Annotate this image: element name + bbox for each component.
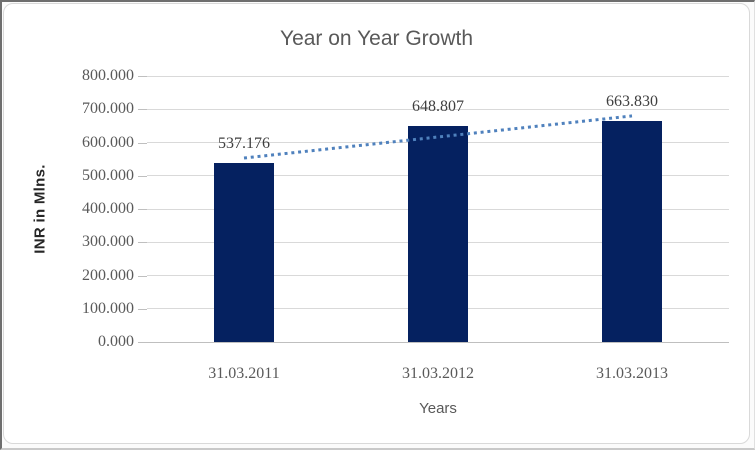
y-tick-mark (138, 308, 147, 310)
y-tick-label: 500.000 (82, 166, 134, 184)
bar (602, 121, 662, 342)
plot-area (147, 75, 729, 343)
y-tick-mark (138, 275, 147, 277)
x-tick-label: 31.03.2012 (402, 365, 474, 382)
chart-title: Year on Year Growth (279, 27, 474, 50)
y-tick-label: 800.000 (82, 67, 134, 84)
x-tick-label: 31.03.2011 (208, 365, 280, 382)
y-tick-mark (138, 76, 147, 77)
gridline (147, 75, 729, 77)
y-axis-title: INR in Mlns. (31, 164, 49, 254)
x-axis-title: Years (419, 400, 457, 417)
chart-container: Year on Year Growth INR in Mlns. 0.000 10… (3, 3, 750, 444)
bar (408, 126, 468, 342)
x-tick-label: 31.03.2013 (596, 365, 668, 382)
y-tick-label: 400.000 (82, 200, 134, 217)
bar-value-label: 648.807 (412, 98, 464, 116)
bar-value-label: 663.830 (606, 93, 658, 111)
gridline (147, 108, 729, 110)
y-tick-mark (138, 109, 147, 111)
y-tick-label: 300.000 (82, 233, 134, 251)
y-tick-label: 0.000 (98, 333, 134, 350)
bar-value-label: 537.176 (218, 135, 270, 153)
y-tick-label: 200.000 (82, 266, 134, 284)
y-tick-label: 600.000 (82, 133, 134, 151)
y-tick-label: 100.000 (82, 299, 134, 317)
y-tick-mark (138, 142, 147, 144)
bar (214, 163, 274, 342)
y-tick-mark (138, 242, 147, 244)
y-tick-label: 700.000 (82, 100, 134, 118)
y-tick-mark (138, 175, 147, 177)
y-tick-mark (138, 342, 147, 343)
y-tick-mark (138, 209, 147, 210)
